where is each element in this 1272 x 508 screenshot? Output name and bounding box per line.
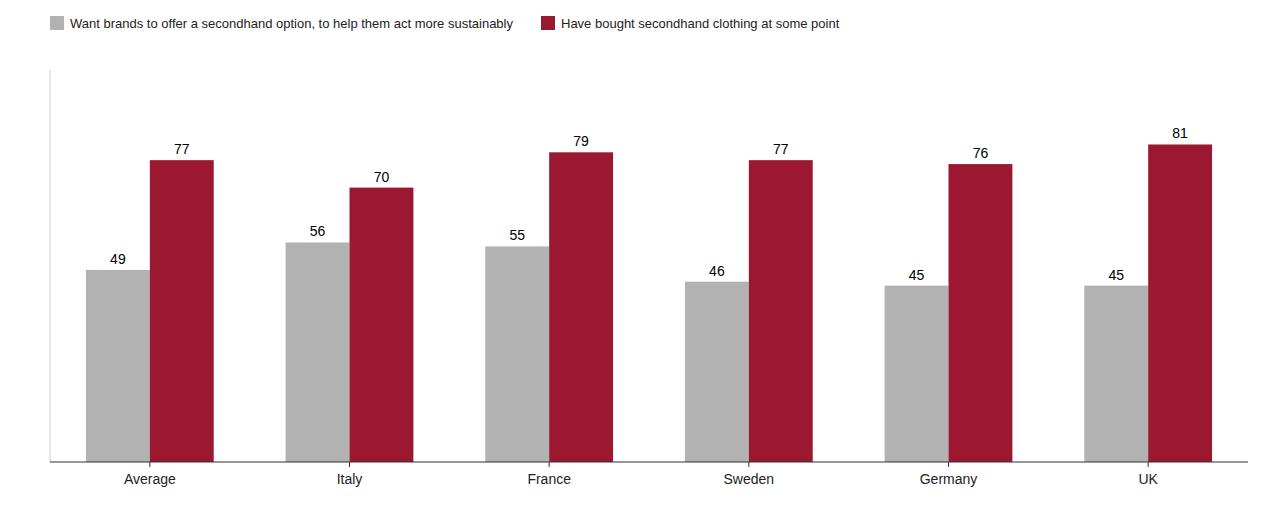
bar [549,152,613,462]
bar [350,188,414,462]
data-labels: 49 56 55 46 45 45 77 70 79 77 76 81 [110,125,1188,282]
legend-swatch [541,16,555,30]
legend-label: Want brands to offer a secondhand option… [70,16,513,31]
data-label: 76 [973,145,989,161]
bars [86,144,1212,462]
x-tick [948,462,949,467]
x-tick-label: Average [124,471,176,487]
chart: Want brands to offer a secondhand option… [0,0,1272,508]
data-label: 79 [573,133,589,149]
data-label: 56 [310,223,326,239]
x-tick [149,462,150,467]
bar [286,242,350,462]
x-tick-label: Germany [920,471,978,487]
data-label: 77 [773,141,789,157]
bar [485,246,549,462]
legend-swatch [50,16,64,30]
x-axis: Average Italy France Sweden Germany UK [50,462,1248,487]
x-tick [748,462,749,467]
legend-label: Have bought secondhand clothing at some … [561,16,840,31]
y-axis-line [50,70,51,462]
bar [1084,286,1148,462]
data-label: 45 [1108,267,1124,283]
x-tick-label: France [527,471,571,487]
x-tick-label: Sweden [724,471,775,487]
data-label: 49 [110,251,126,267]
legend: Want brands to offer a secondhand option… [50,16,840,31]
bar [685,282,749,462]
data-label: 45 [909,267,925,283]
bar [1148,144,1212,462]
bar [885,286,949,462]
data-label: 46 [709,263,725,279]
x-tick [1148,462,1149,467]
bar [86,270,150,462]
data-label: 70 [374,169,390,185]
chart-container: Want brands to offer a secondhand option… [0,0,1272,508]
data-label: 81 [1172,125,1188,141]
x-tick-label: Italy [337,471,363,487]
x-tick [549,462,550,467]
x-tick [349,462,350,467]
bar [949,164,1013,462]
bar [150,160,214,462]
x-axis-line [50,462,1248,463]
bar [749,160,813,462]
x-tick-label: UK [1138,471,1158,487]
data-label: 77 [174,141,190,157]
data-label: 55 [509,227,525,243]
